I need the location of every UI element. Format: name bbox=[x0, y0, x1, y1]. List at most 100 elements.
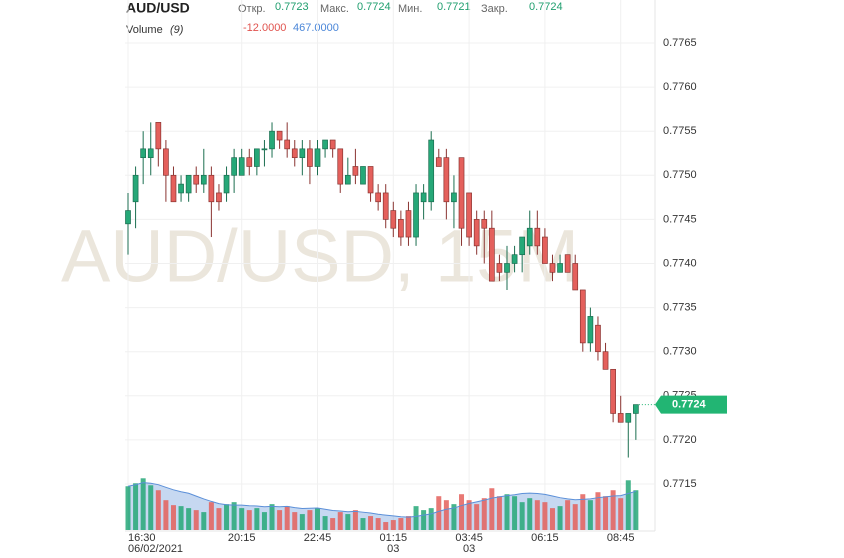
volume-bar bbox=[474, 504, 480, 530]
y-tick-label: 0.7730 bbox=[663, 346, 697, 358]
volume-bar bbox=[315, 508, 320, 530]
volume-bar bbox=[261, 512, 267, 530]
volume-bar bbox=[595, 492, 601, 530]
candle-body bbox=[390, 210, 397, 229]
candle-body bbox=[488, 227, 495, 282]
volume-bar bbox=[186, 508, 192, 530]
volume-bar bbox=[512, 496, 518, 530]
candle-body bbox=[587, 316, 594, 344]
last-price-label: 0.7724 bbox=[672, 399, 707, 411]
volume-bar bbox=[481, 498, 487, 530]
candle-body bbox=[231, 157, 237, 176]
candle-body bbox=[291, 148, 298, 159]
volume-bar bbox=[603, 496, 609, 530]
candle-body bbox=[155, 122, 162, 150]
x-tick-sublabel: 03 bbox=[463, 543, 475, 555]
volume-bar bbox=[292, 512, 298, 530]
volume-bar bbox=[466, 500, 472, 530]
volume-bar bbox=[390, 520, 396, 530]
candle-body bbox=[617, 413, 624, 423]
volume-bar bbox=[360, 518, 366, 530]
candle-body bbox=[178, 183, 184, 194]
volume-bar bbox=[405, 516, 411, 530]
volume-bar bbox=[383, 522, 389, 530]
candle-body bbox=[405, 210, 412, 238]
high-value: 0.7724 bbox=[357, 1, 391, 13]
candle-body bbox=[549, 263, 556, 273]
candle-body bbox=[147, 148, 154, 159]
volume-bar bbox=[307, 510, 313, 530]
low-value: 0.7721 bbox=[437, 1, 471, 13]
candle-body bbox=[261, 148, 268, 151]
candle-body bbox=[579, 289, 586, 344]
candle-body bbox=[163, 148, 169, 176]
candle-body bbox=[458, 157, 465, 229]
candle-body bbox=[322, 139, 328, 150]
volume-bar bbox=[155, 490, 161, 530]
volume-bar bbox=[254, 508, 260, 530]
volume-ma-value: 467.0000 bbox=[293, 22, 339, 34]
volume-bar bbox=[140, 478, 146, 530]
candle-body bbox=[140, 148, 147, 159]
y-tick-label: 0.7740 bbox=[663, 257, 697, 269]
volume-bar bbox=[421, 510, 427, 530]
open-label: Откр. bbox=[238, 3, 266, 15]
candle-body bbox=[451, 192, 457, 203]
volume-bar bbox=[436, 496, 442, 530]
volume-bar bbox=[133, 483, 139, 530]
volume-label: Volume bbox=[126, 24, 163, 36]
candle-body bbox=[314, 148, 321, 167]
volume-bar bbox=[163, 500, 169, 530]
y-tick-label: 0.7760 bbox=[663, 81, 697, 93]
volume-bar bbox=[489, 488, 495, 530]
candle-body bbox=[352, 166, 359, 176]
volume-bar bbox=[201, 512, 207, 530]
candle-body bbox=[466, 192, 472, 238]
volume-bar bbox=[352, 510, 358, 530]
x-tick-label: 22:45 bbox=[304, 532, 332, 544]
candle-body bbox=[443, 157, 450, 203]
candle-body bbox=[208, 174, 215, 203]
candle-body bbox=[413, 192, 419, 238]
volume-bar bbox=[224, 504, 230, 530]
volume-bar bbox=[496, 496, 502, 530]
candle-body bbox=[223, 174, 230, 194]
candle-body bbox=[564, 254, 571, 273]
candle-body bbox=[595, 324, 601, 353]
candle-body bbox=[602, 351, 609, 370]
candle-body bbox=[360, 166, 366, 185]
volume-bar bbox=[299, 514, 305, 530]
volume-bar bbox=[413, 506, 419, 530]
candle-body bbox=[337, 148, 344, 185]
volume-bar bbox=[322, 516, 328, 530]
volume-period: (9) bbox=[170, 24, 184, 36]
candle-body bbox=[216, 192, 222, 203]
last-price-tag bbox=[655, 395, 727, 414]
volume-bar bbox=[549, 508, 555, 530]
y-tick-label: 0.7720 bbox=[663, 434, 697, 446]
volume-bar bbox=[587, 500, 593, 530]
candle-body bbox=[511, 254, 518, 264]
symbol-title: AUD/USD bbox=[126, 0, 190, 16]
y-tick-label: 0.7735 bbox=[663, 302, 697, 314]
x-tick-label: 20:15 bbox=[228, 532, 256, 544]
x-tick-sublabel: 06/02/2021 bbox=[128, 543, 183, 555]
volume-bar bbox=[375, 518, 381, 530]
candle-body bbox=[481, 219, 488, 229]
low-label: Мин. bbox=[398, 3, 422, 15]
volume-bar bbox=[610, 490, 616, 530]
volume-bar bbox=[216, 508, 222, 530]
open-value: 0.7723 bbox=[275, 1, 309, 13]
volume-bar bbox=[269, 504, 275, 530]
y-tick-label: 0.7715 bbox=[663, 478, 697, 490]
volume-bar bbox=[428, 508, 434, 530]
candle-body bbox=[504, 263, 510, 273]
volume-bar bbox=[534, 500, 540, 530]
x-tick-sublabel: 03 bbox=[387, 543, 399, 555]
candle-body bbox=[534, 227, 541, 247]
candle-body bbox=[246, 157, 253, 167]
high-label: Макс. bbox=[320, 3, 349, 15]
y-tick-label: 0.7745 bbox=[663, 213, 697, 225]
volume-bar bbox=[178, 506, 184, 530]
